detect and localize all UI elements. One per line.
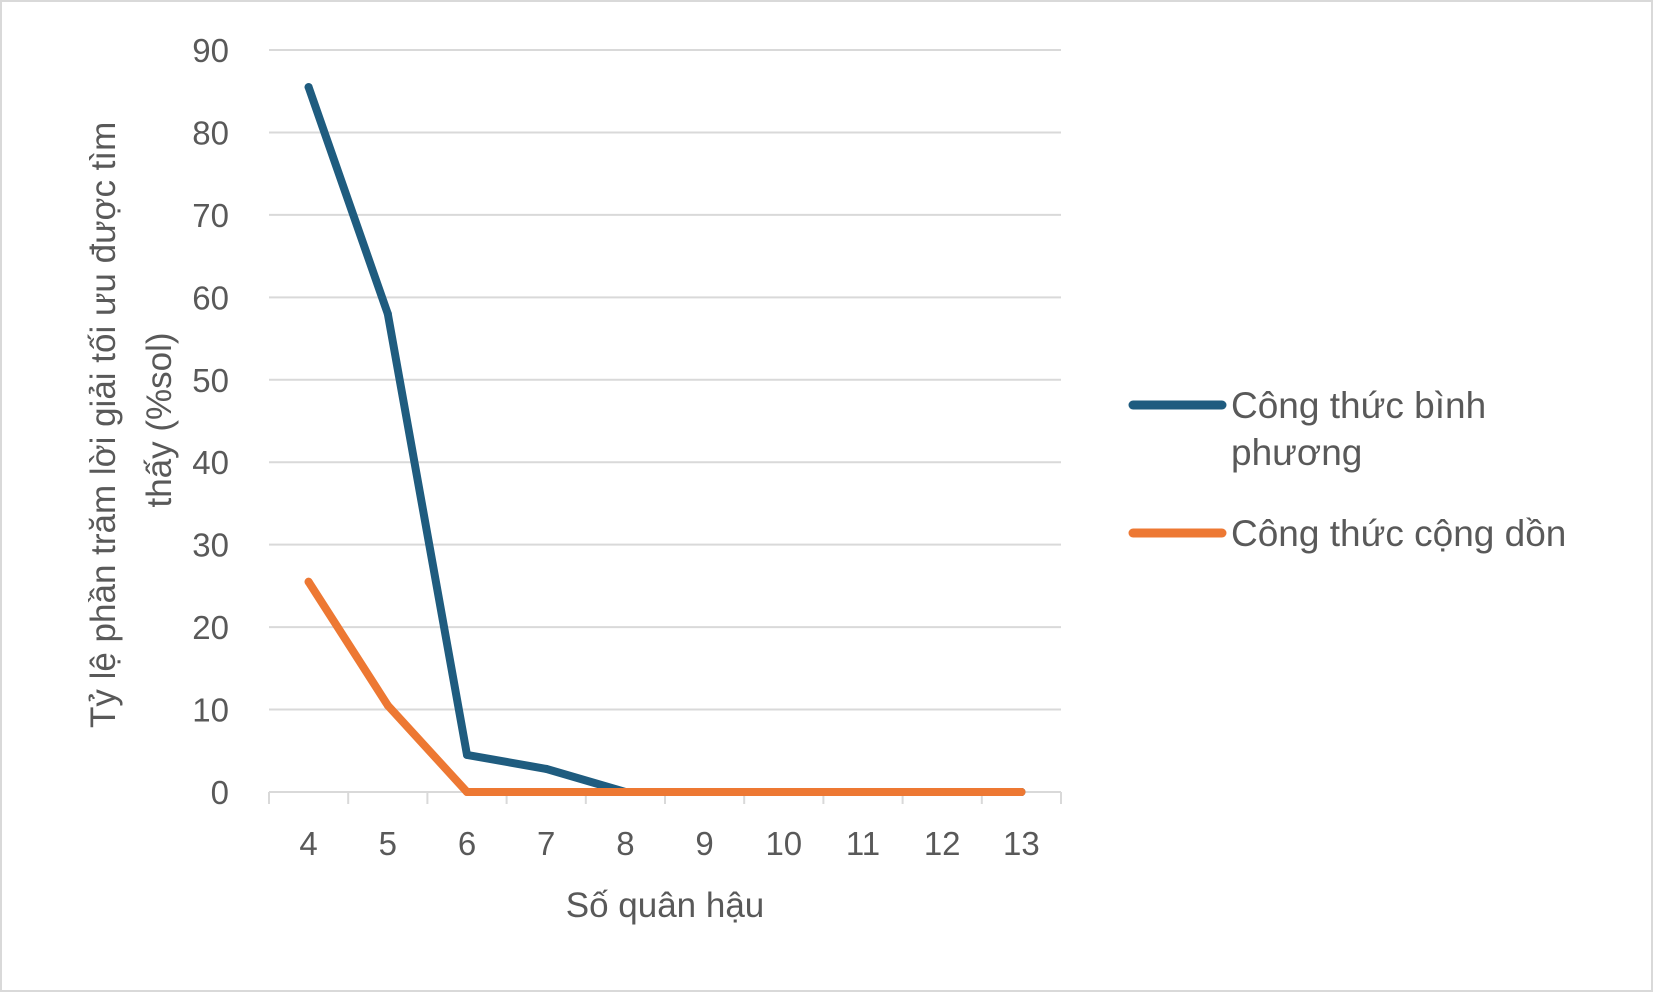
x-tick-label: 6	[458, 825, 476, 862]
legend-label-series-1: Công thức bình phương	[1231, 385, 1496, 473]
x-tick-label: 13	[1003, 825, 1040, 862]
series-lines	[304, 83, 1026, 796]
series-2-point	[304, 577, 313, 586]
y-tick-label: 40	[192, 444, 229, 481]
x-tick-label: 8	[616, 825, 634, 862]
series-2-point	[859, 788, 867, 796]
x-tick-label: 7	[537, 825, 555, 862]
series-2-point	[938, 788, 947, 796]
series-2-point	[700, 788, 709, 796]
series-2-point	[779, 788, 788, 796]
x-tick-label: 11	[846, 825, 880, 862]
y-tick-label: 80	[192, 114, 229, 151]
y-tick-label: 90	[192, 32, 229, 69]
legend-label-series-1-line-2: phương	[1231, 432, 1362, 473]
y-axis-title: Tỷ lệ phần trăm lời giải tối ưu được tìm…	[84, 112, 179, 728]
x-tick-label: 5	[379, 825, 397, 862]
series-1-point	[304, 83, 313, 92]
series-line-2	[304, 577, 1026, 796]
series-1-point	[542, 764, 551, 773]
x-axis-title: Số quân hậu	[566, 886, 765, 925]
y-axis-title-line-2: thấy (%sol)	[140, 332, 179, 507]
series-2-point	[383, 701, 392, 710]
series-2-point	[542, 788, 551, 796]
y-axis-title-line-1: Tỷ lệ phần trăm lời giải tối ưu được tìm	[84, 122, 123, 728]
series-1-point	[383, 309, 392, 318]
x-tick-label: 4	[299, 825, 317, 862]
y-tick-label: 0	[211, 774, 229, 811]
y-tick-label: 10	[192, 692, 229, 729]
series-1-point	[463, 750, 471, 759]
y-tick-label: 20	[192, 609, 229, 646]
legend: Công thức bình phương Công thức cộng dồn	[1128, 385, 1566, 554]
x-axis-tick-labels: 4 5 6 7 8 9 10 11 12 13	[299, 825, 1039, 862]
y-tick-label: 70	[192, 197, 229, 234]
series-2-point	[463, 788, 471, 796]
x-tick-label: 10	[765, 825, 802, 862]
y-tick-label: 60	[192, 279, 229, 316]
series-2-point	[621, 788, 630, 796]
legend-label-series-2: Công thức cộng dồn	[1231, 513, 1566, 554]
y-axis-tick-labels: 0 10 20 30 40 50 60 70 80 90	[192, 32, 229, 811]
series-2-point	[1017, 788, 1026, 796]
legend-label-series-1-line-1: Công thức bình	[1231, 385, 1486, 426]
x-tick-label: 12	[924, 825, 961, 862]
x-tick-label: 9	[695, 825, 713, 862]
series-line-1	[304, 83, 1026, 796]
gridlines	[269, 49, 1061, 711]
y-tick-label: 50	[192, 362, 229, 399]
y-tick-label: 30	[192, 527, 229, 564]
